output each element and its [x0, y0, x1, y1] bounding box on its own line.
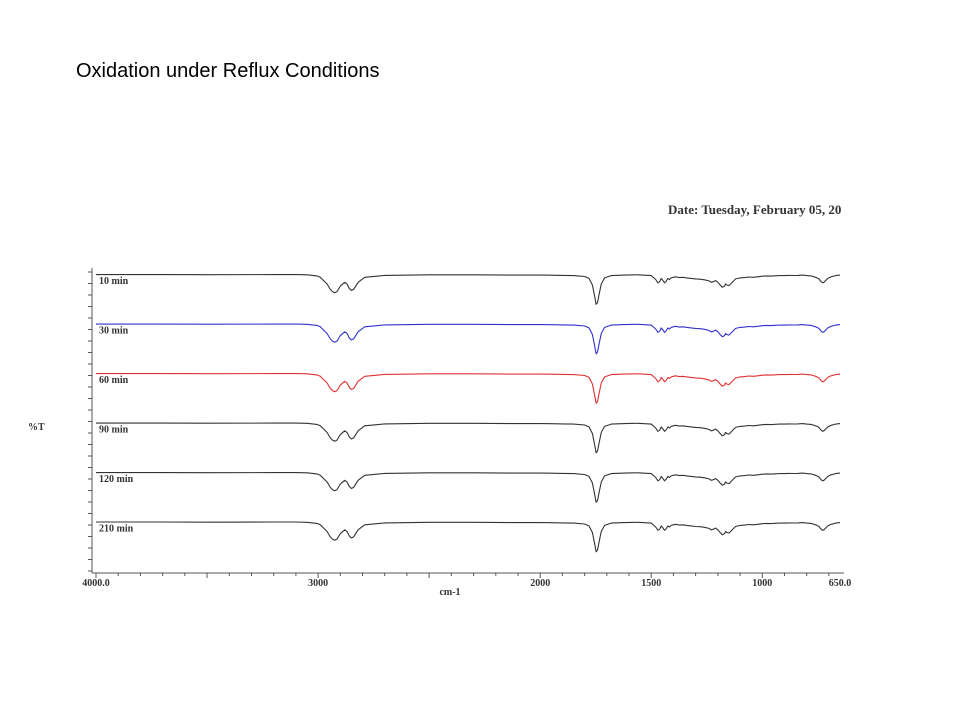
spectrum-trace-4	[96, 422, 841, 454]
trace-label-5: 120 min	[99, 474, 134, 485]
spectrum-trace-1	[96, 274, 841, 305]
spectrum-trace-6	[96, 521, 841, 553]
x-tick-label: 1000	[752, 578, 772, 589]
date-stamp: Date: Tuesday, February 05, 20	[668, 202, 842, 217]
trace-label-2: 30 min	[99, 326, 129, 337]
spectrum-trace-5	[96, 472, 841, 503]
trace-label-6: 210 min	[99, 524, 134, 535]
x-tick-label: 2000	[530, 578, 550, 589]
trace-label-4: 90 min	[99, 425, 129, 436]
trace-label-3: 60 min	[99, 375, 129, 386]
y-axis-title: %T	[28, 422, 45, 433]
spectrum-trace-3	[96, 373, 841, 404]
x-axis-title: cm-1	[439, 587, 460, 598]
x-tick-label: 650.0	[829, 578, 852, 589]
y-axis-ticks	[88, 271, 92, 572]
trace-label-1: 10 min	[99, 276, 129, 287]
spectra-series	[96, 274, 841, 553]
plot-frame	[91, 268, 844, 574]
x-tick-label: 4000.0	[82, 578, 110, 589]
slide-title: Oxidation under Reflux Conditions	[76, 60, 380, 82]
x-tick-label: 3000	[308, 578, 328, 589]
x-tick-label: 1500	[641, 578, 661, 589]
spectrum-trace-2	[96, 323, 841, 355]
trace-labels: 10 min 30 min 60 min 90 min 120 min 210 min	[99, 276, 134, 535]
x-axis-ticks: 4000.0 3000 2000 1500 1000 650.0	[82, 573, 851, 589]
